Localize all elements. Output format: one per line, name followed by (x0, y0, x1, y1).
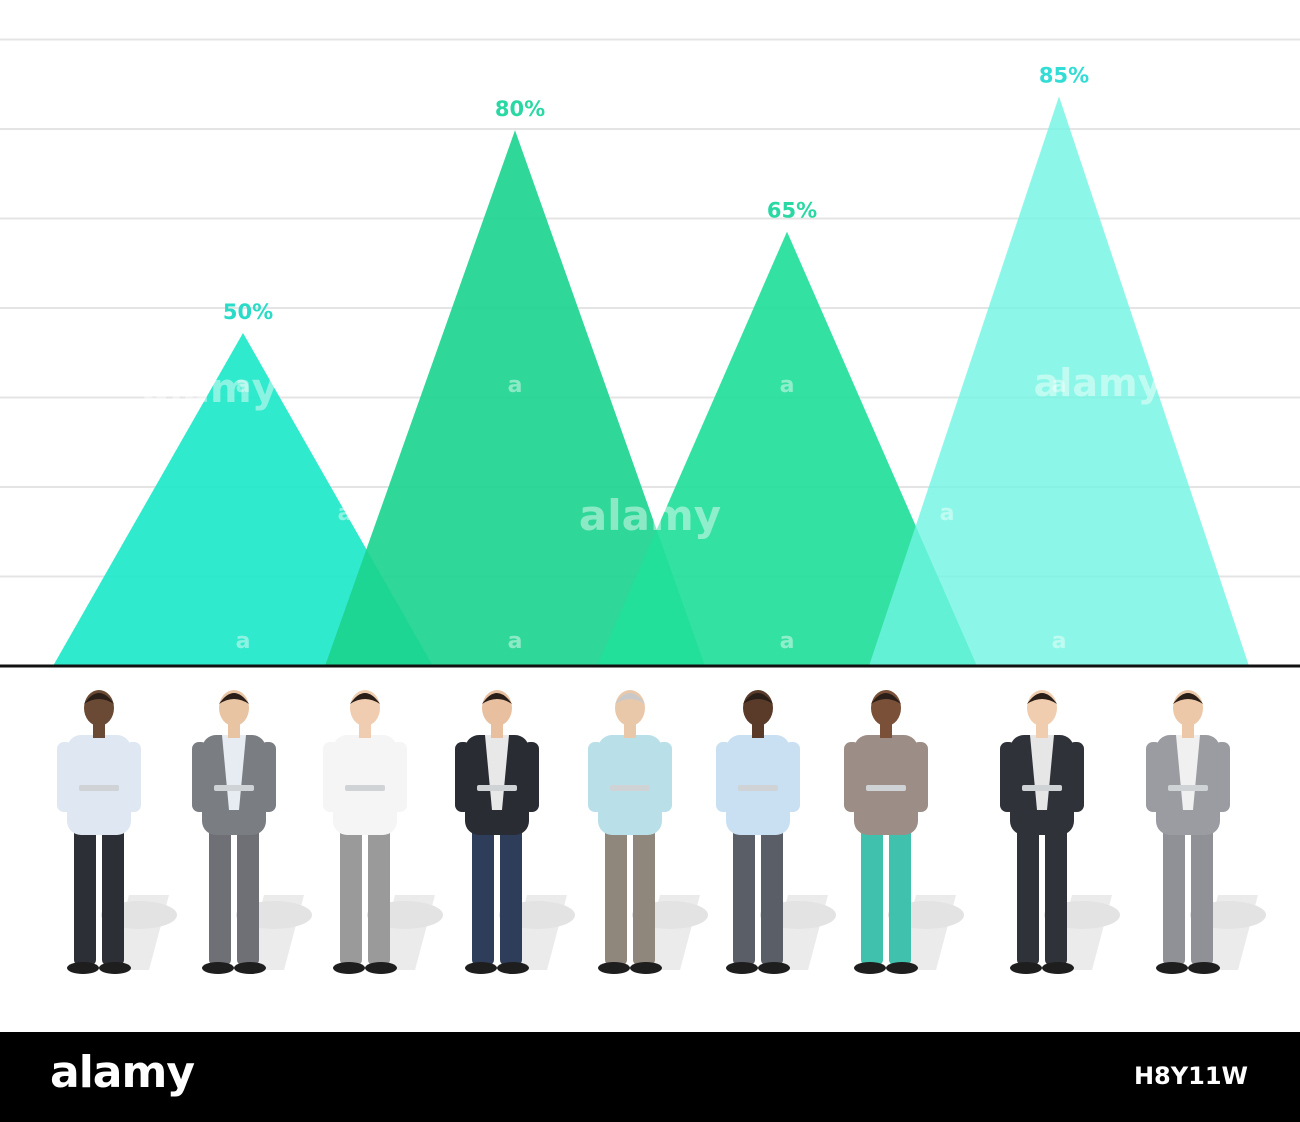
watermark-letter: a (1052, 629, 1067, 654)
person-figure (844, 690, 964, 974)
watermark-word: alamy (142, 366, 277, 412)
watermark-letter: a (236, 373, 251, 398)
person-figure (1146, 690, 1266, 974)
person-figure (57, 690, 177, 974)
watermark-letter: a (508, 373, 523, 398)
triangle-mark (53, 333, 433, 666)
person-figure (192, 690, 312, 974)
person-figure (716, 690, 836, 974)
watermark-letter: a (780, 373, 795, 398)
image-id: H8Y11W (1133, 1062, 1248, 1090)
watermark-logo: alamy (50, 1047, 195, 1098)
person-figure (455, 690, 575, 974)
watermark-word: alamy (579, 491, 721, 540)
watermark-letter: a (508, 629, 523, 654)
triangles (53, 96, 1249, 666)
watermark-word: alamy (1034, 361, 1163, 405)
person-figure (323, 690, 443, 974)
data-label: 85% (1039, 63, 1089, 87)
watermark-letter: a (780, 629, 795, 654)
value-labels: 50% 80% 65% 85% (223, 63, 1089, 324)
person-figure (588, 690, 708, 974)
business-people-row (57, 690, 1266, 974)
watermark-letter: a (236, 629, 251, 654)
watermark-letter: a (1052, 373, 1067, 398)
watermark-letter: a (338, 501, 353, 526)
watermark-footer-bar (0, 1032, 1300, 1122)
triangle-mark (869, 96, 1249, 666)
data-label: 80% (495, 97, 545, 121)
data-label: 65% (767, 199, 817, 223)
watermark-letter: a (940, 501, 955, 526)
triangle-mark (597, 231, 977, 666)
person-figure (1000, 690, 1120, 974)
triangle-mark (325, 130, 705, 666)
data-label: 50% (223, 300, 273, 324)
